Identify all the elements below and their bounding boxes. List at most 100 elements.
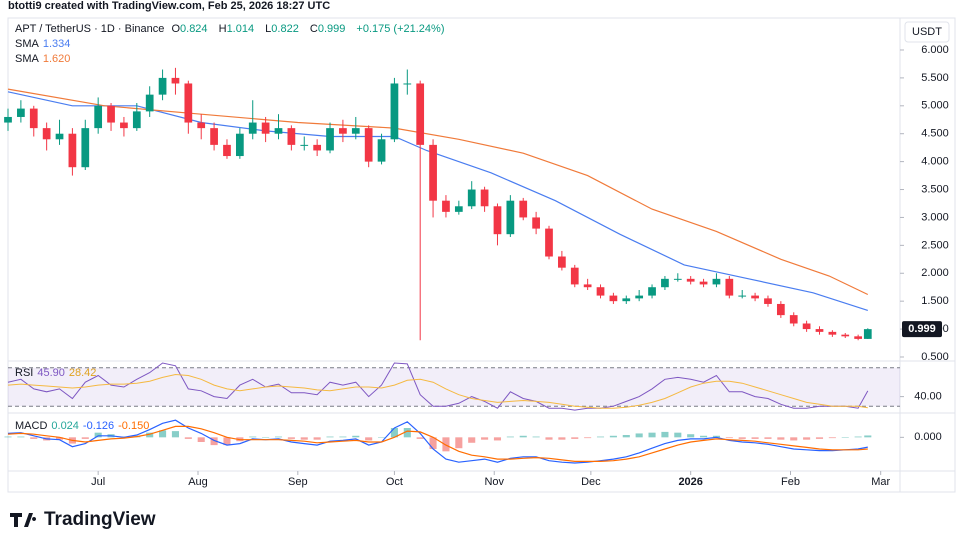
logo-mark [10,513,37,527]
rsi-line [7,373,868,409]
x-tick-label: Jul [91,476,105,488]
macd-histogram-bar [493,437,502,441]
candle-body [841,334,850,337]
macd-histogram-bar [764,437,772,439]
macd-histogram-bar [519,435,527,438]
macd-legend: MACD 0.024 -0.126 -0.150 [15,420,153,432]
chart-frame [7,17,956,493]
macd-histogram-bar [81,437,89,439]
candle-body [261,122,270,134]
candle-body [223,144,231,157]
ohlc-value: 1.014 [226,23,255,35]
macd-histogram-bar [864,435,872,438]
candle-body [416,83,425,145]
macd-histogram-bar [712,435,720,438]
signal-value: -0.150 [118,420,150,432]
candle-body [802,323,811,330]
y-tick-label: 3.500 [921,183,949,195]
y-tick-label: 5.500 [921,72,949,84]
macd-histogram-bar [700,435,708,438]
candle-body [107,105,115,123]
candle-body [815,329,824,332]
macd-histogram-bar [828,437,836,439]
y-tick-label: 1.500 [921,295,949,307]
sma-name: SMA [15,38,39,50]
y-tick-label: 4.500 [921,128,949,140]
candle-body [480,189,489,207]
candle-body [712,278,721,285]
candle-body [377,139,386,162]
candle-body [673,278,682,280]
macd-histogram-bar [223,437,231,446]
macd-histogram-bar [622,435,630,438]
ohlc-key: O [171,23,181,35]
candle-body [42,128,51,140]
candle-body [545,228,553,257]
macd-histogram-bar [751,437,759,439]
y-tick-label: 6.000 [921,44,949,56]
rsi-band [8,367,900,407]
macd-histogram-bar [365,437,373,441]
macd-histogram-bar [300,437,308,440]
sma-value: 1.334 [42,38,71,50]
macd-histogram-bar [429,437,437,449]
macd-histogram-bar [146,432,154,438]
candle-body [764,298,772,304]
candle-body [184,83,193,123]
candle-body [570,267,579,285]
candle-body [68,133,77,168]
macd-histogram-bar [854,436,862,438]
candle-body [55,133,64,140]
candle-body [351,128,360,134]
macd-histogram-bar [468,437,476,443]
candle-body [145,94,154,112]
last-price-tag [902,321,942,338]
candle-body [506,200,515,235]
candle-body [210,128,218,145]
y-tick-label: 4.000 [921,156,949,168]
sma-value: 1.620 [42,53,71,65]
symbol-title: APT / TetherUS · 1D · Binance [15,23,165,35]
candle-body [828,331,837,335]
candle-body [29,108,38,129]
candle-body [854,336,863,339]
candle-body [132,111,141,129]
x-tick-label: Oct [386,476,403,488]
x-tick-label: Nov [484,476,504,488]
rsi-value: 45.90 [37,367,65,379]
macd-value: -0.126 [82,420,115,432]
macd-histogram-bar [584,437,592,439]
sma-legend: SMA 1.334 [15,38,74,50]
candle-body [94,105,103,129]
macd-tick-label: 0.000 [914,431,942,443]
candle-body [596,287,605,296]
candle-body [274,128,283,134]
candle-body [863,329,872,339]
y-tick-label: 2.000 [921,267,949,279]
macd-histogram-bar [55,437,64,440]
ohlc: C0.999 [310,23,349,35]
macd-line [7,425,868,462]
candle-body [622,298,631,302]
macd-histogram-bar [94,432,102,438]
macd-histogram-bar [378,437,386,438]
change: +0.175 (+21.24%) [356,23,445,35]
macd-histogram-bar [184,437,192,439]
macd-histogram-bar [674,432,682,438]
macd-histogram-bar [339,436,347,438]
macd-histogram-bar [661,431,669,438]
candle-body [339,128,347,134]
macd-histogram-bar [313,437,321,440]
macd-histogram-bar [352,435,360,438]
candle-body [609,295,618,302]
ohlc-value: 0.822 [271,23,299,35]
macd-histogram-bar [596,436,605,438]
candle-body [532,217,540,229]
macd-histogram-bar [777,437,785,440]
brand-logo [10,513,37,527]
candle-body [519,200,528,218]
sma-line [7,91,868,311]
macd-histogram-bar [171,431,179,438]
candle-body [661,278,669,288]
